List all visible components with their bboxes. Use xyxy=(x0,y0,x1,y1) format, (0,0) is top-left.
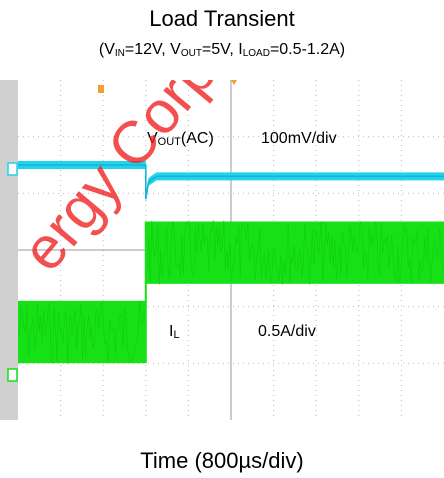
subtitle-vin-sub: IN xyxy=(114,48,125,59)
il-scale-label: 0.5A/div xyxy=(258,323,316,340)
vout-label-prefix: V xyxy=(147,130,158,147)
il-trace xyxy=(17,219,444,365)
center-marker xyxy=(231,80,237,85)
vout-trace xyxy=(18,161,444,203)
vout-trace-line xyxy=(18,164,444,200)
subtitle-vin-value: =12V, V xyxy=(124,41,181,58)
vout-scale-label: 100mV/div xyxy=(261,130,337,147)
x-axis-label: Time (800µs/div) xyxy=(140,448,304,473)
trigger-position-marker xyxy=(98,85,104,93)
ch2-marker xyxy=(7,368,18,382)
subtitle-iload-value: =0.5-1.2A) xyxy=(269,41,346,58)
subtitle-open: (V xyxy=(98,41,115,58)
il-channel-label: IL xyxy=(169,323,180,341)
subtitle-vout-value: =5V, I xyxy=(201,41,243,58)
il-label-prefix: I xyxy=(169,323,173,340)
ch1-marker xyxy=(7,162,18,176)
vout-channel-label: VOUT(AC) xyxy=(147,130,214,148)
vout-label-suffix: (AC) xyxy=(181,130,214,147)
subtitle-vout-sub: OUT xyxy=(180,48,202,59)
il-label-sub: L xyxy=(173,329,179,341)
chart-title: Load Transient xyxy=(149,6,295,31)
il-ripple-detail xyxy=(145,219,444,286)
oscilloscope-plot: VOUT(AC) 100mV/div IL 0.5A/div ergy Corp… xyxy=(0,80,444,420)
ch2-marker-box xyxy=(7,368,18,382)
chart-subtitle: (VIN=12V, VOUT=5V, ILOAD=0.5-1.2A) xyxy=(0,41,444,59)
ch1-marker-box xyxy=(7,162,18,176)
il-ripple-detail xyxy=(17,300,146,365)
subtitle-iload-sub: LOAD xyxy=(242,48,270,59)
vout-label-sub: OUT xyxy=(158,136,182,148)
